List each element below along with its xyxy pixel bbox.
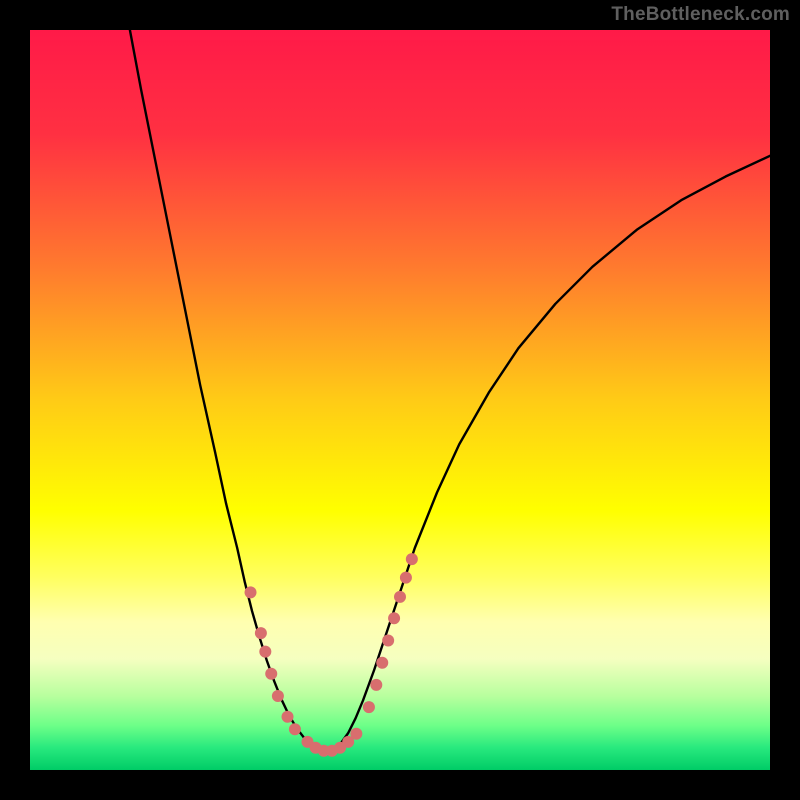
- marker-bottom: [350, 728, 362, 740]
- marker-right: [376, 657, 388, 669]
- marker-left: [265, 668, 277, 680]
- marker-left: [255, 627, 267, 639]
- marker-right: [406, 553, 418, 565]
- marker-left: [282, 711, 294, 723]
- marker-right: [394, 591, 406, 603]
- marker-right: [400, 572, 412, 584]
- marker-left: [272, 690, 284, 702]
- marker-left: [245, 586, 257, 598]
- watermark-text: TheBottleneck.com: [611, 4, 790, 26]
- gradient-background: [30, 30, 770, 770]
- marker-right: [370, 679, 382, 691]
- marker-left: [289, 723, 301, 735]
- marker-left: [259, 646, 271, 658]
- marker-right: [363, 701, 375, 713]
- marker-right: [388, 612, 400, 624]
- chart-frame: TheBottleneck.com: [0, 0, 800, 800]
- marker-right: [382, 635, 394, 647]
- plot-svg: [30, 30, 770, 770]
- plot-area: [30, 30, 770, 770]
